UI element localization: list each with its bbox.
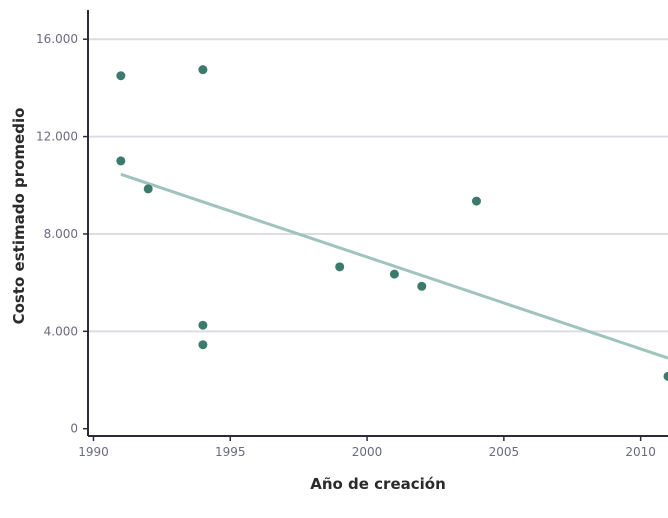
data-point-1 <box>116 156 126 166</box>
y-axis-ticks: 0 4.000 8.000 12.000 16.000 <box>36 32 88 436</box>
x-axis-title: Año de creación <box>310 475 446 493</box>
data-point-10 <box>663 371 668 381</box>
trend-line <box>120 172 668 360</box>
data-point-7 <box>389 269 399 279</box>
data-point-0 <box>116 71 126 81</box>
y-tick-label-0: 0 <box>70 422 78 436</box>
y-tick-label-3: 12.000 <box>36 130 78 144</box>
y-axis-title: Costo estimado promedio <box>10 108 28 325</box>
x-tick-label-0: 1990 <box>78 445 109 459</box>
data-point-2 <box>143 184 153 194</box>
y-tick-label-2: 8.000 <box>44 227 78 241</box>
data-point-4 <box>198 320 208 330</box>
y-tick-label-1: 4.000 <box>44 324 78 338</box>
grid-lines <box>88 38 668 333</box>
data-points <box>116 65 668 381</box>
y-tick-label-4: 16.000 <box>36 32 78 46</box>
data-point-3 <box>198 65 208 75</box>
data-point-6 <box>335 262 345 272</box>
data-point-9 <box>471 196 481 206</box>
x-tick-label-3: 2005 <box>489 445 520 459</box>
x-tick-label-4: 2010 <box>625 445 656 459</box>
x-tick-label-2: 2000 <box>352 445 383 459</box>
data-point-8 <box>417 281 427 291</box>
x-axis-ticks: 1990 1995 2000 2005 2010 <box>78 436 656 459</box>
data-point-5 <box>198 340 208 350</box>
x-tick-label-1: 1995 <box>215 445 246 459</box>
